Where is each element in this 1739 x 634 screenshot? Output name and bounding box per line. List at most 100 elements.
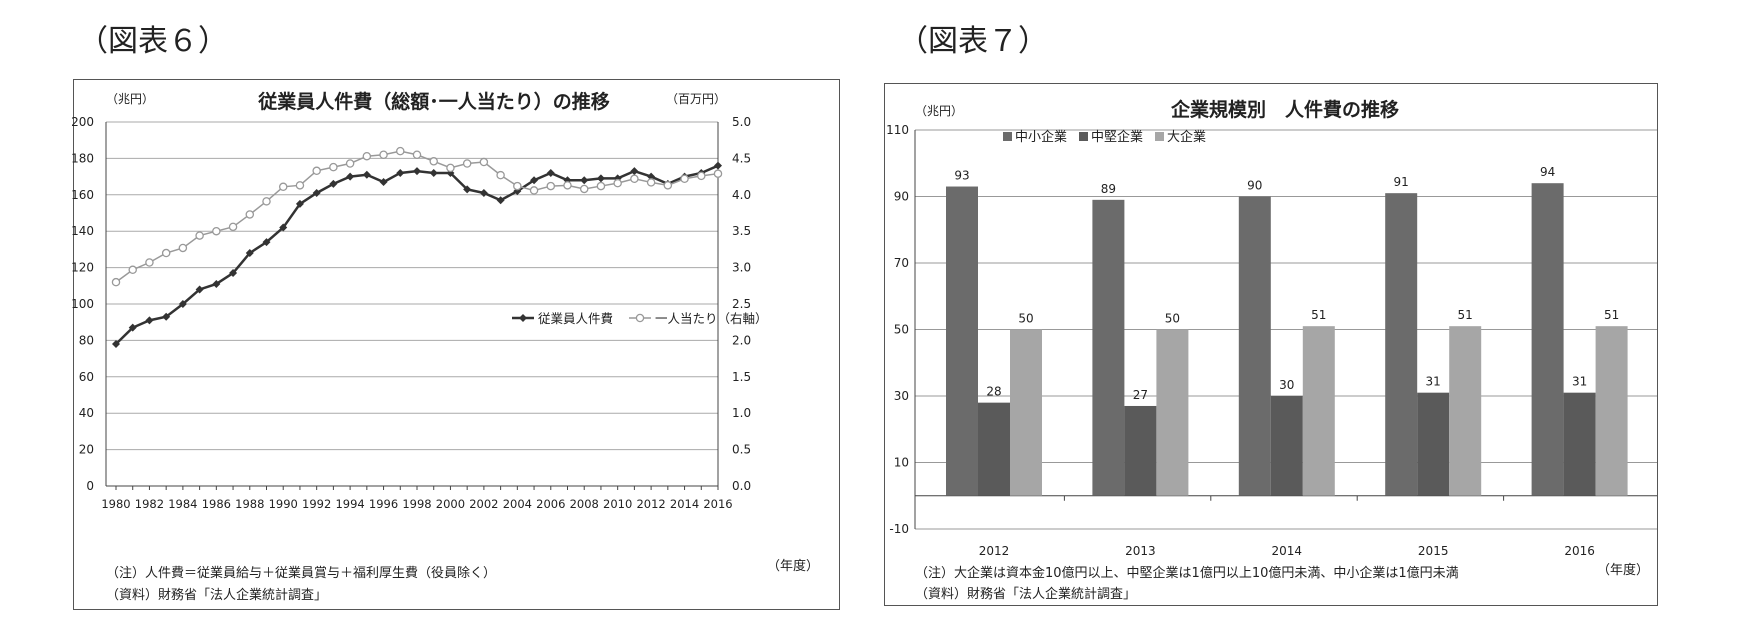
data-point-total xyxy=(596,174,605,183)
y-tick-label: 90 xyxy=(894,190,909,204)
data-point-per-person xyxy=(262,197,271,206)
legend-label-total: 従業員人件費 xyxy=(538,311,613,326)
data-point-per-person xyxy=(496,170,505,180)
x-tick-label: 2004 xyxy=(503,497,532,511)
figure-7-label: （図表７） xyxy=(898,24,1048,59)
y-right-tick-label: 0.0 xyxy=(732,479,751,493)
data-point-total xyxy=(580,176,589,185)
x-tick-label: 2016 xyxy=(1564,544,1595,558)
y-axis-unit: （兆円） xyxy=(915,104,963,118)
data-point-per-person xyxy=(278,182,288,192)
data-point-per-person xyxy=(680,174,689,184)
data-point-total xyxy=(245,249,254,258)
data-point-per-person xyxy=(479,157,489,167)
data-point-total xyxy=(128,323,137,332)
x-tick-label: 2016 xyxy=(703,497,732,511)
x-tick-label: 2015 xyxy=(1418,544,1449,558)
y-left-tick-label: 80 xyxy=(79,333,94,347)
y-tick-label: 70 xyxy=(894,256,909,270)
data-point-total xyxy=(279,223,288,232)
data-point-per-person xyxy=(596,181,606,191)
x-tick-label: 1996 xyxy=(369,497,398,511)
y-right-tick-label: 3.5 xyxy=(732,224,751,238)
data-point-per-person xyxy=(145,258,154,267)
figure-7-panel: 企業規模別 人件費の推移 （兆円） -10 10 30 50 70 90 110 93 28 50 20… xyxy=(884,83,1658,606)
left-axis-unit: （兆円） xyxy=(106,92,154,106)
data-point-total xyxy=(262,238,271,247)
data-point-total xyxy=(496,196,505,205)
data-point-total xyxy=(413,167,421,176)
y-tick-label: 50 xyxy=(894,323,909,337)
bar-value-label: 50 xyxy=(1165,312,1180,326)
bar-midsize xyxy=(1124,405,1157,496)
x-tick-label: 2010 xyxy=(603,497,632,511)
legend-label-per-person: 一人当たり（右軸） xyxy=(655,311,768,326)
x-axis-unit: （年度） xyxy=(767,558,819,574)
bar-small xyxy=(1531,183,1564,496)
data-point-total xyxy=(362,170,371,179)
bar-chart-by-firm-size: 企業規模別 人件費の推移 （兆円） -10 10 30 50 70 90 110 93 28 50 20… xyxy=(886,98,1657,602)
bar-value-label: 27 xyxy=(1133,388,1148,402)
x-tick-label: 1990 xyxy=(269,497,298,511)
bar-small xyxy=(946,186,978,496)
y-right-tick-label: 4.0 xyxy=(732,188,751,202)
bar-value-label: 28 xyxy=(986,385,1001,399)
bar-large xyxy=(1595,326,1628,496)
data-point-per-person xyxy=(161,248,171,258)
bar-large xyxy=(1010,329,1042,496)
x-tick-label: 2000 xyxy=(436,497,465,511)
data-point-total xyxy=(546,168,555,177)
y-right-tick-label: 4.5 xyxy=(732,151,751,165)
data-point-per-person xyxy=(429,157,438,166)
data-point-total xyxy=(630,167,639,176)
data-point-total xyxy=(312,188,321,197)
x-tick-label: 2012 xyxy=(979,544,1010,558)
data-point-per-person xyxy=(630,174,639,184)
data-point-per-person xyxy=(563,181,572,190)
y-right-tick-label: 3.0 xyxy=(732,261,751,275)
bar-small xyxy=(1092,199,1125,496)
chart-title: 企業規模別 人件費の推移 xyxy=(1170,98,1399,121)
data-point-total xyxy=(295,199,304,208)
y-left-tick-label: 140 xyxy=(71,224,94,238)
chart-note: （注）大企業は資本金10億円以上、中堅企業は1億円以上10億円未満、中小企業は1… xyxy=(915,565,1459,581)
data-point-total xyxy=(178,300,187,308)
bar-value-label: 93 xyxy=(954,169,969,183)
x-tick-label: 2006 xyxy=(536,497,565,511)
data-point-per-person xyxy=(295,181,305,190)
data-point-total xyxy=(647,172,656,181)
data-point-total xyxy=(145,316,154,325)
legend-label-small: 中小企業 xyxy=(1015,129,1067,145)
data-point-total xyxy=(463,185,472,194)
y-left-tick-label: 180 xyxy=(71,151,94,165)
bar-value-label: 50 xyxy=(1018,312,1033,326)
bar-value-label: 51 xyxy=(1311,308,1326,322)
figure-6-panel: 従業員人件費（総額･一人当たり）の推移 （兆円） （百万円） 0 20 40 60 80 100… xyxy=(71,79,840,610)
y-right-tick-label: 0.5 xyxy=(732,443,751,457)
data-point-per-person xyxy=(212,226,221,236)
bar-large xyxy=(1449,326,1482,496)
series-line-total xyxy=(115,164,719,345)
y-left-tick-label: 100 xyxy=(71,297,94,311)
y-left-tick-label: 160 xyxy=(71,188,94,202)
bar-midsize xyxy=(978,402,1010,496)
y-left-tick-label: 200 xyxy=(71,115,94,129)
data-point-total xyxy=(429,168,438,177)
data-point-per-person xyxy=(178,243,188,253)
x-tick-label: 1984 xyxy=(168,497,197,511)
data-point-per-person xyxy=(111,277,121,287)
y-right-tick-label: 1.5 xyxy=(732,370,751,384)
x-tick-label: 1986 xyxy=(202,497,231,511)
data-point-total xyxy=(446,168,455,177)
data-point-per-person xyxy=(546,181,556,191)
y-right-tick-label: 2.0 xyxy=(732,333,751,347)
y-tick-label: -10 xyxy=(889,522,909,536)
x-tick-label: 1982 xyxy=(135,497,164,511)
figure-6-label: （図表６） xyxy=(78,24,228,59)
data-point-per-person xyxy=(579,184,589,194)
data-point-total xyxy=(479,188,488,197)
bar-small xyxy=(1238,196,1271,496)
y-left-tick-label: 0 xyxy=(86,479,94,493)
chart-note: （注）人件費＝従業員給与＋従業員賞与＋福利厚生費（役員除く） xyxy=(106,565,496,581)
legend-label-midsize: 中堅企業 xyxy=(1091,129,1143,145)
